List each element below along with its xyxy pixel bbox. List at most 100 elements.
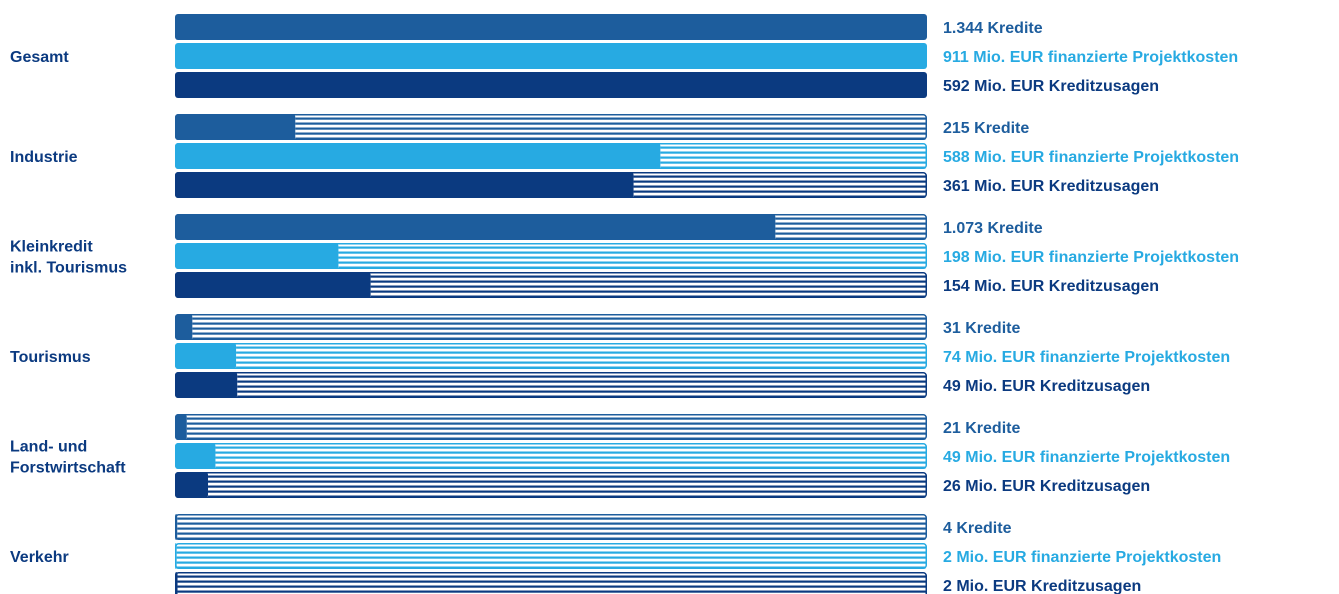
bar-projektkosten xyxy=(175,443,216,469)
bar-track-stripe xyxy=(215,451,926,454)
bar-track-stripe xyxy=(177,522,926,525)
bar-track-stripe xyxy=(370,275,926,278)
bar-kredite xyxy=(175,114,296,140)
bar-track-stripe xyxy=(208,485,926,488)
value-label-kredite: 21 Kredite xyxy=(943,420,1020,437)
bar-track-stripe xyxy=(295,117,926,120)
bar-track-stripe xyxy=(177,590,926,593)
value-label-projektkosten: 74 Mio. EUR finanzierte Projektkosten xyxy=(943,349,1230,366)
category-label-line: Kleinkredit xyxy=(10,239,93,256)
category-label: Industrie xyxy=(10,149,78,166)
bar-track-stripe xyxy=(237,395,926,398)
category-label-line: Land- und xyxy=(10,439,87,456)
bar-track-stripe xyxy=(370,290,926,293)
bar-track-stripe xyxy=(177,532,926,535)
value-label-kreditzusagen: 154 Mio. EUR Kreditzusagen xyxy=(943,278,1159,295)
bar-track-stripe xyxy=(177,575,926,578)
bar-track-stripe xyxy=(236,361,926,364)
bar-track-stripe xyxy=(775,227,926,230)
value-label-projektkosten: 198 Mio. EUR finanzierte Projektkosten xyxy=(943,249,1239,266)
bar-projektkosten xyxy=(175,343,237,369)
value-label-projektkosten: 911 Mio. EUR finanzierte Projektkosten xyxy=(943,49,1238,66)
bar-track-stripe xyxy=(370,280,926,283)
bar-track-stripe xyxy=(208,480,926,483)
category-label-line: Forstwirtschaft xyxy=(10,460,126,477)
bar-track-stripe xyxy=(295,127,926,130)
category-label-line: inkl. Tourismus xyxy=(10,260,127,277)
bar-track-stripe xyxy=(177,537,926,540)
bar-kredite xyxy=(175,14,927,40)
bar-track-stripe xyxy=(186,427,926,430)
bar-kredite xyxy=(175,414,187,440)
bar-track-stripe xyxy=(186,432,926,435)
bar-kredite xyxy=(175,214,776,240)
category-label: Gesamt xyxy=(10,49,69,66)
bar-track-stripe xyxy=(338,246,926,249)
category-label: Land- und Forstwirtschaft xyxy=(10,439,126,477)
bar-track-stripe xyxy=(208,495,926,498)
bar-track-stripe xyxy=(186,417,926,420)
bar-track-stripe xyxy=(192,322,926,325)
bar-track-stripe xyxy=(236,351,926,354)
bar-kredite xyxy=(175,314,193,340)
bar-track-stripe xyxy=(338,251,926,254)
value-label-kreditzusagen: 361 Mio. EUR Kreditzusagen xyxy=(943,178,1159,195)
bar-track-stripe xyxy=(775,217,926,220)
bar-kredite xyxy=(175,514,178,540)
bar-kreditzusagen xyxy=(175,372,238,398)
bar-track-stripe xyxy=(338,261,926,264)
category-label: Tourismus xyxy=(10,349,91,366)
bar-track-stripe xyxy=(208,475,926,478)
bar-track-stripe xyxy=(295,137,926,140)
bar-projektkosten xyxy=(175,43,927,69)
value-label-projektkosten: 2 Mio. EUR finanzierte Projektkosten xyxy=(943,549,1221,566)
value-label-projektkosten: 588 Mio. EUR finanzierte Projektkosten xyxy=(943,149,1239,166)
bar-track-stripe xyxy=(633,180,926,183)
category-label-line: Gesamt xyxy=(10,49,69,66)
value-label-projektkosten: 49 Mio. EUR finanzierte Projektkosten xyxy=(943,449,1230,466)
value-label-kredite: 1.344 Kredite xyxy=(943,20,1043,37)
value-label-kredite: 4 Kredite xyxy=(943,520,1012,537)
value-label-kredite: 215 Kredite xyxy=(943,120,1029,137)
bar-track-stripe xyxy=(186,422,926,425)
bar-track-stripe xyxy=(660,151,926,154)
bar-track-stripe xyxy=(177,580,926,583)
bar-track-stripe xyxy=(192,332,926,335)
bar-track-stripe xyxy=(177,527,926,530)
value-label-kreditzusagen: 592 Mio. EUR Kreditzusagen xyxy=(943,78,1159,95)
bar-track-stripe xyxy=(660,166,926,169)
bar-track-stripe xyxy=(236,366,926,369)
bar-track-stripe xyxy=(177,517,926,520)
bar-projektkosten xyxy=(175,143,661,169)
bar-track-stripe xyxy=(176,556,926,559)
category-label: Verkehr xyxy=(10,549,69,566)
bar-kreditzusagen xyxy=(175,272,371,298)
bar-track-stripe xyxy=(660,161,926,164)
bar-track-stripe xyxy=(237,375,926,378)
bar-track-stripe xyxy=(370,295,926,298)
value-label-kredite: 1.073 Kredite xyxy=(943,220,1043,237)
bar-track-stripe xyxy=(370,285,926,288)
bar-track-stripe xyxy=(775,237,926,240)
bar-track-stripe xyxy=(633,190,926,193)
bar-track-stripe xyxy=(176,566,926,569)
bar-track-stripe xyxy=(633,185,926,188)
bar-track-stripe xyxy=(192,317,926,320)
bar-projektkosten xyxy=(175,543,177,569)
bar-track-stripe xyxy=(208,490,926,493)
bar-track-stripe xyxy=(633,195,926,198)
bar-track-stripe xyxy=(660,146,926,149)
bar-track-stripe xyxy=(295,132,926,135)
bar-track-stripe xyxy=(192,327,926,330)
bar-kreditzusagen xyxy=(175,572,178,594)
bar-track-stripe xyxy=(775,232,926,235)
bar-track-stripe xyxy=(237,385,926,388)
bar-track-stripe xyxy=(295,122,926,125)
bar-track-stripe xyxy=(237,390,926,393)
category-label: Kleinkredit inkl. Tourismus xyxy=(10,239,127,277)
value-label-kreditzusagen: 26 Mio. EUR Kreditzusagen xyxy=(943,478,1150,495)
bar-track-stripe xyxy=(176,551,926,554)
bar-track-stripe xyxy=(775,222,926,225)
